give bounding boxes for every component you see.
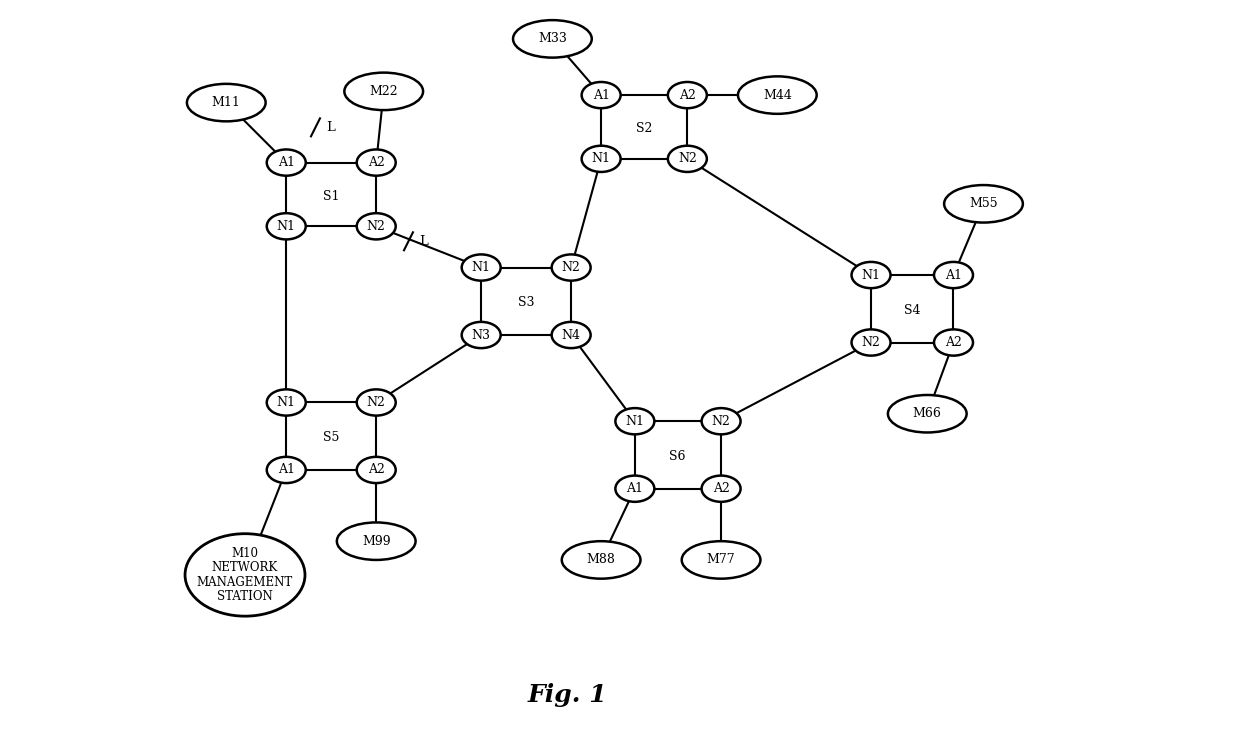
Ellipse shape — [701, 475, 741, 502]
Text: M66: M66 — [913, 408, 942, 420]
Ellipse shape — [187, 84, 265, 121]
Ellipse shape — [616, 475, 654, 502]
Ellipse shape — [581, 82, 621, 108]
Text: A2: A2 — [945, 336, 961, 349]
Ellipse shape — [357, 390, 395, 416]
Text: N1: N1 — [626, 415, 644, 428]
Text: M88: M88 — [587, 554, 616, 566]
Ellipse shape — [462, 255, 501, 281]
Text: N1: N1 — [861, 268, 881, 282]
Ellipse shape — [934, 329, 973, 355]
Text: A1: A1 — [592, 89, 610, 101]
Text: N1: N1 — [276, 220, 296, 232]
Text: A2: A2 — [679, 89, 696, 101]
Ellipse shape — [337, 522, 415, 560]
Text: N3: N3 — [472, 329, 491, 341]
Text: S1: S1 — [323, 190, 339, 203]
Ellipse shape — [851, 329, 891, 355]
Text: S4: S4 — [904, 304, 921, 317]
Text: M55: M55 — [969, 197, 997, 210]
Text: M44: M44 — [763, 89, 792, 101]
Text: M10
NETWORK
MANAGEMENT
STATION: M10 NETWORK MANAGEMENT STATION — [197, 547, 294, 603]
Text: N2: N2 — [367, 396, 385, 409]
Ellipse shape — [266, 457, 306, 483]
Text: S6: S6 — [669, 450, 686, 463]
Text: A1: A1 — [278, 463, 295, 477]
Text: Fig. 1: Fig. 1 — [528, 683, 607, 707]
Ellipse shape — [266, 213, 306, 239]
Text: A2: A2 — [368, 463, 384, 477]
Ellipse shape — [851, 262, 891, 288]
Ellipse shape — [701, 408, 741, 434]
Text: N4: N4 — [561, 329, 581, 341]
Text: M22: M22 — [369, 85, 398, 98]
Text: S3: S3 — [518, 297, 534, 309]
Ellipse shape — [616, 408, 654, 434]
Text: N2: N2 — [711, 415, 731, 428]
Text: N2: N2 — [678, 152, 696, 165]
Ellipse shape — [185, 533, 305, 616]
Ellipse shape — [738, 76, 817, 114]
Text: N1: N1 — [276, 396, 296, 409]
Text: L: L — [326, 121, 335, 134]
Ellipse shape — [357, 150, 395, 176]
Text: A1: A1 — [627, 482, 643, 495]
Text: N1: N1 — [592, 152, 611, 165]
Text: S5: S5 — [323, 431, 339, 444]
Text: M11: M11 — [212, 96, 240, 109]
Ellipse shape — [513, 20, 592, 57]
Ellipse shape — [266, 390, 306, 416]
Text: N1: N1 — [472, 261, 491, 274]
Text: A2: A2 — [712, 482, 730, 495]
Ellipse shape — [581, 146, 621, 172]
Text: A2: A2 — [368, 156, 384, 169]
Ellipse shape — [551, 322, 591, 348]
Text: M33: M33 — [538, 32, 566, 45]
Ellipse shape — [934, 262, 973, 288]
Ellipse shape — [888, 395, 966, 433]
Text: L: L — [419, 235, 427, 248]
Text: M77: M77 — [706, 554, 736, 566]
Ellipse shape — [357, 213, 395, 239]
Text: N2: N2 — [861, 336, 881, 349]
Ellipse shape — [462, 322, 501, 348]
Ellipse shape — [681, 541, 761, 579]
Text: N2: N2 — [367, 220, 385, 232]
Ellipse shape — [944, 185, 1023, 223]
Ellipse shape — [357, 457, 395, 483]
Text: A1: A1 — [945, 268, 961, 282]
Ellipse shape — [668, 146, 706, 172]
Text: A1: A1 — [278, 156, 295, 169]
Text: S2: S2 — [636, 122, 652, 136]
Text: M99: M99 — [362, 535, 390, 548]
Ellipse shape — [668, 82, 706, 108]
Ellipse shape — [266, 150, 306, 176]
Ellipse shape — [551, 255, 591, 281]
Text: N2: N2 — [561, 261, 581, 274]
Ellipse shape — [561, 541, 641, 579]
Ellipse shape — [344, 72, 422, 110]
